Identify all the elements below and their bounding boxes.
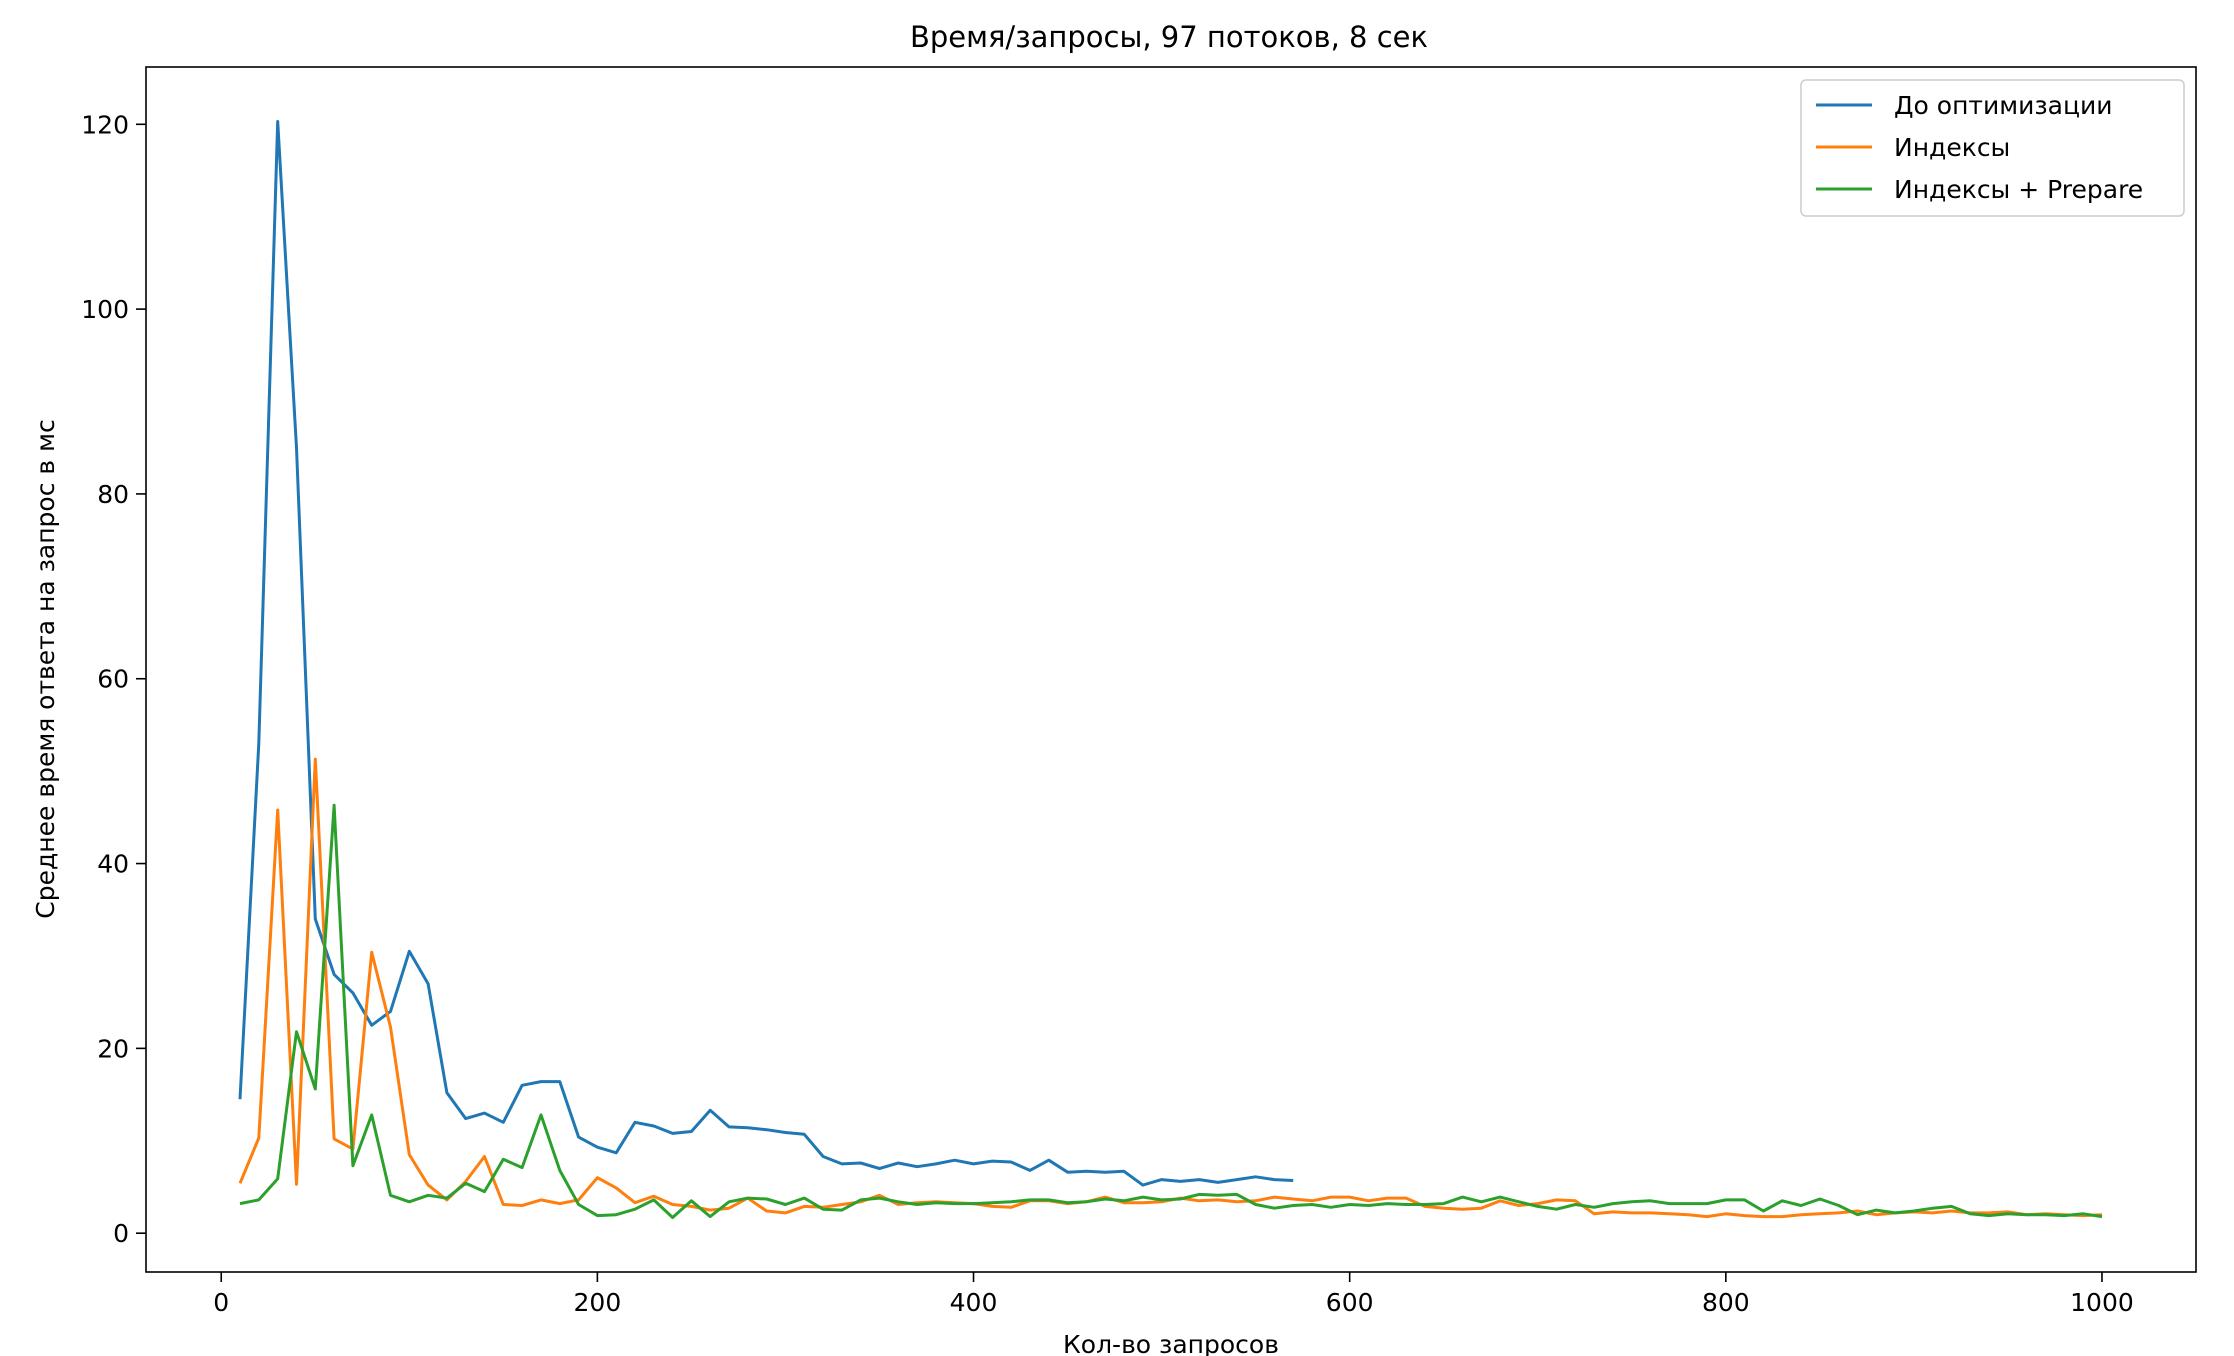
y-tick-label: 40 — [97, 850, 129, 879]
plot-area-frame — [145, 66, 2197, 1273]
x-tick-label: 0 — [213, 1288, 229, 1317]
x-tick-label: 800 — [1702, 1288, 1750, 1317]
y-tick-label: 80 — [97, 480, 129, 509]
legend-label: Индексы — [1894, 133, 2010, 162]
series-layer — [238, 120, 2103, 1219]
x-tick-label: 200 — [574, 1288, 622, 1317]
chart-title: Время/запросы, 97 потоков, 8 сек — [910, 20, 1428, 54]
x-axis-label: Кол-во запросов — [1063, 1330, 1279, 1356]
y-tick-label: 20 — [97, 1034, 129, 1063]
legend: До оптимизации Индексы Индексы + Prepare — [1800, 79, 2185, 217]
x-axis-ticks: 0 200 400 600 800 1000 — [213, 1272, 2134, 1317]
y-tick-label: 60 — [97, 665, 129, 694]
series-line-1 — [238, 120, 1294, 1187]
y-tick-label: 120 — [81, 110, 129, 139]
y-axis-label: Среднее время ответа на запрос в мс — [31, 419, 60, 918]
series-line-2 — [238, 757, 2103, 1219]
y-tick-label: 0 — [113, 1219, 129, 1248]
x-tick-label: 1000 — [2070, 1288, 2134, 1317]
x-tick-label: 600 — [1326, 1288, 1374, 1317]
legend-box — [1800, 79, 2185, 217]
legend-label: До оптимизации — [1894, 91, 2112, 120]
y-axis-ticks: 0 20 40 60 80 100 120 — [81, 110, 146, 1248]
x-tick-label: 400 — [950, 1288, 998, 1317]
series-line-3 — [239, 803, 2103, 1219]
legend-label: Индексы + Prepare — [1894, 175, 2143, 204]
y-tick-label: 100 — [81, 295, 129, 324]
